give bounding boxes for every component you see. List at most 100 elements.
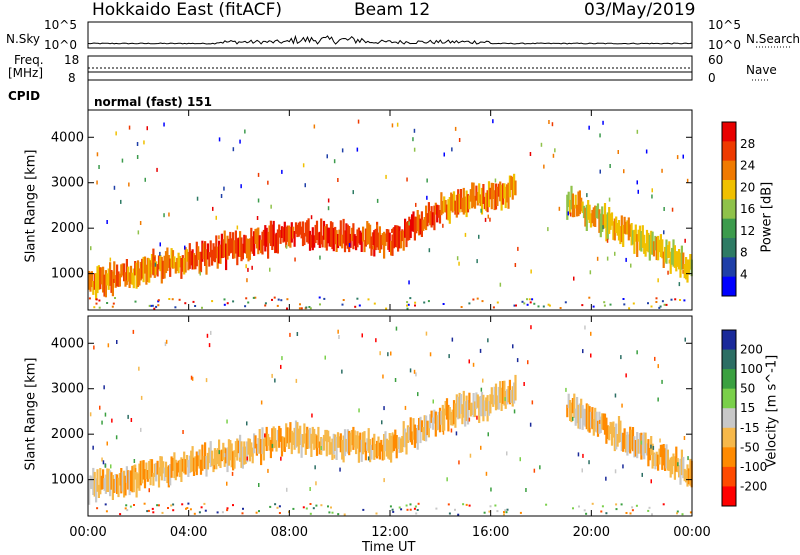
scatter-band-cell bbox=[599, 213, 602, 238]
scatter-band-cell bbox=[645, 443, 649, 456]
scatter-speck bbox=[650, 479, 652, 484]
scatter-speck bbox=[366, 444, 368, 449]
scatter-band-cell bbox=[581, 405, 584, 430]
ground-scatter-cell bbox=[547, 303, 550, 306]
scatter-band-cell bbox=[441, 200, 444, 214]
ground-scatter-cell bbox=[178, 298, 181, 301]
scatter-band-cell bbox=[111, 475, 114, 500]
ground-scatter-cell bbox=[578, 505, 580, 508]
scatter-band-cell bbox=[378, 442, 381, 460]
ground-scatter-cell bbox=[286, 307, 288, 310]
scatter-speck bbox=[446, 477, 448, 482]
scatter-band-cell bbox=[296, 224, 299, 238]
ground-scatter-cell bbox=[95, 302, 98, 305]
scatter-band-cell bbox=[680, 449, 683, 476]
ground-scatter-cell bbox=[167, 507, 169, 509]
scatter-band-cell bbox=[287, 428, 291, 449]
scatter-band-cell bbox=[253, 433, 256, 454]
scatter-band-cell bbox=[152, 248, 155, 276]
scatter-band-cell bbox=[596, 420, 600, 437]
scatter-band-cell bbox=[257, 227, 260, 255]
scatter-band-cell bbox=[145, 462, 148, 480]
scatter-speck bbox=[271, 373, 273, 378]
scatter-band-cell bbox=[338, 229, 341, 246]
ground-scatter-cell bbox=[286, 298, 289, 301]
scatter-speck bbox=[260, 400, 263, 405]
ground-scatter-cell bbox=[521, 300, 524, 303]
scatter-band-cell bbox=[610, 422, 614, 446]
scatter-band-cell bbox=[468, 392, 471, 410]
scatter-band-cell bbox=[121, 263, 124, 276]
ground-scatter-cell bbox=[170, 504, 173, 507]
scatter-band-cell bbox=[623, 216, 626, 234]
scatter-band-cell bbox=[638, 225, 642, 251]
ground-scatter-cell bbox=[93, 306, 96, 309]
scatter-speck bbox=[184, 245, 186, 250]
scatter-band-cell bbox=[181, 458, 184, 472]
scatter-band-cell bbox=[103, 274, 106, 297]
scatter-band-cell bbox=[129, 470, 133, 492]
ground-scatter-cell bbox=[591, 502, 594, 505]
ground-scatter-cell bbox=[481, 300, 484, 303]
y-tick-label: 1000 bbox=[51, 267, 84, 282]
scatter-speck bbox=[413, 147, 416, 152]
scatter-band-cell bbox=[380, 439, 383, 452]
scatter-band-cell bbox=[497, 386, 500, 410]
ground-scatter-cell bbox=[134, 300, 137, 303]
scatter-speck bbox=[567, 211, 569, 216]
scatter-speck bbox=[271, 443, 274, 448]
scatter-band-cell bbox=[373, 230, 376, 257]
scatter-speck bbox=[590, 331, 592, 336]
scatter-speck bbox=[614, 251, 616, 256]
scatter-speck bbox=[417, 392, 419, 397]
scatter-band-cell bbox=[451, 194, 454, 213]
scatter-speck bbox=[121, 158, 124, 163]
scatter-band-cell bbox=[274, 234, 277, 254]
scatter-band-cell bbox=[571, 398, 574, 414]
ground-scatter-cell bbox=[605, 512, 608, 515]
scatter-band-cell bbox=[350, 430, 354, 446]
ground-scatter-cell bbox=[184, 302, 187, 305]
scatter-band-cell bbox=[353, 234, 356, 246]
scatter-speck bbox=[144, 177, 146, 182]
scatter-speck bbox=[598, 419, 601, 424]
scatter-band-cell bbox=[131, 272, 134, 285]
scatter-band-cell bbox=[171, 250, 175, 269]
scatter-speck bbox=[640, 440, 643, 445]
scatter-band-cell bbox=[195, 241, 198, 267]
ground-scatter-cell bbox=[273, 296, 276, 299]
scatter-band-cell bbox=[300, 226, 303, 239]
ground-scatter-cell bbox=[211, 300, 214, 303]
scatter-speck bbox=[678, 282, 681, 287]
scatter-speck bbox=[663, 230, 665, 235]
scatter-band-cell bbox=[609, 421, 612, 434]
ground-scatter-cell bbox=[631, 509, 634, 512]
scatter-band-cell bbox=[343, 429, 347, 457]
scatter-band-cell bbox=[637, 229, 640, 242]
ground-scatter-cell bbox=[172, 509, 175, 512]
scatter-speck bbox=[450, 428, 453, 433]
ground-scatter-cell bbox=[489, 505, 492, 508]
scatter-speck bbox=[606, 238, 609, 243]
scatter-band-cell bbox=[452, 191, 456, 211]
nsky-tick-top: 10^5 bbox=[44, 18, 77, 32]
scatter-band-cell bbox=[289, 422, 292, 443]
scatter-band-cell bbox=[431, 212, 435, 226]
scatter-band-cell bbox=[638, 433, 642, 454]
scatter-speck bbox=[375, 338, 377, 343]
scatter-band-cell bbox=[493, 386, 496, 405]
scatter-band-cell bbox=[408, 216, 411, 241]
scatter-speck bbox=[659, 438, 661, 443]
scatter-band-cell bbox=[419, 218, 422, 235]
scatter-band-cell bbox=[247, 239, 250, 262]
scatter-band-cell bbox=[496, 186, 499, 206]
scatter-band-cell bbox=[103, 478, 106, 491]
scatter-band-cell bbox=[507, 182, 510, 209]
scatter-speck bbox=[489, 217, 491, 222]
scatter-speck bbox=[487, 432, 489, 437]
scatter-speck bbox=[519, 457, 521, 462]
scatter-speck bbox=[492, 119, 494, 124]
ground-scatter-cell bbox=[192, 300, 195, 303]
scatter-band-cell bbox=[230, 443, 233, 468]
ground-scatter-cell bbox=[226, 302, 229, 305]
